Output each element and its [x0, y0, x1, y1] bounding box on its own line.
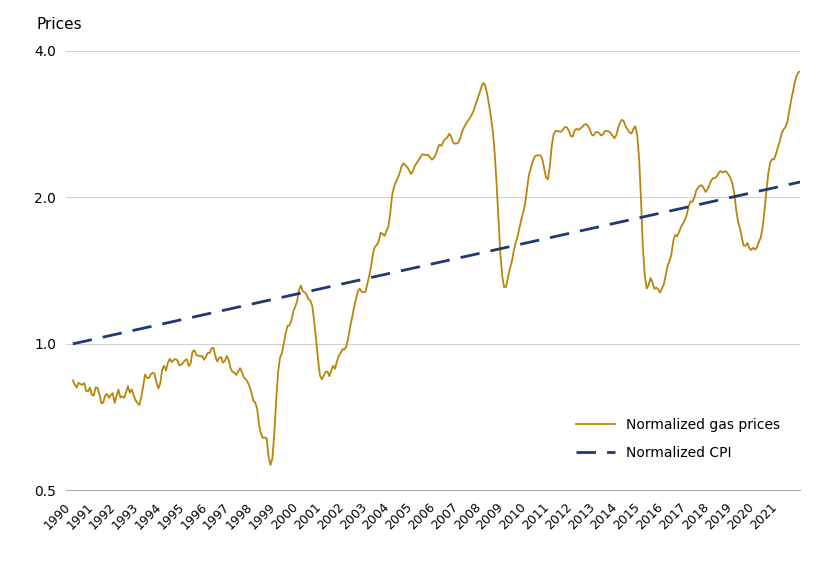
Normalized gas prices	[68, 377, 78, 384]
Normalized gas prices	[588, 132, 598, 139]
Normalized gas prices	[697, 182, 707, 189]
Line: Normalized gas prices: Normalized gas prices	[73, 72, 800, 465]
Normalized gas prices	[92, 384, 102, 391]
Normalized gas prices	[266, 462, 276, 469]
Normalized gas prices	[795, 68, 805, 75]
Normalized CPI	[587, 225, 596, 232]
Normalized gas prices	[116, 394, 125, 401]
Normalized CPI	[795, 178, 805, 185]
Normalized CPI	[695, 201, 705, 208]
Normalized CPI	[116, 330, 125, 337]
Normalized CPI	[92, 335, 102, 342]
Text: Prices: Prices	[36, 17, 82, 32]
Normalized CPI	[68, 340, 78, 347]
Legend: Normalized gas prices, Normalized CPI: Normalized gas prices, Normalized CPI	[571, 413, 786, 466]
Normalized CPI	[442, 257, 452, 264]
Line: Normalized CPI: Normalized CPI	[73, 182, 800, 344]
Normalized gas prices	[444, 130, 454, 137]
Normalized gas prices	[792, 72, 802, 78]
Normalized CPI	[790, 179, 800, 186]
